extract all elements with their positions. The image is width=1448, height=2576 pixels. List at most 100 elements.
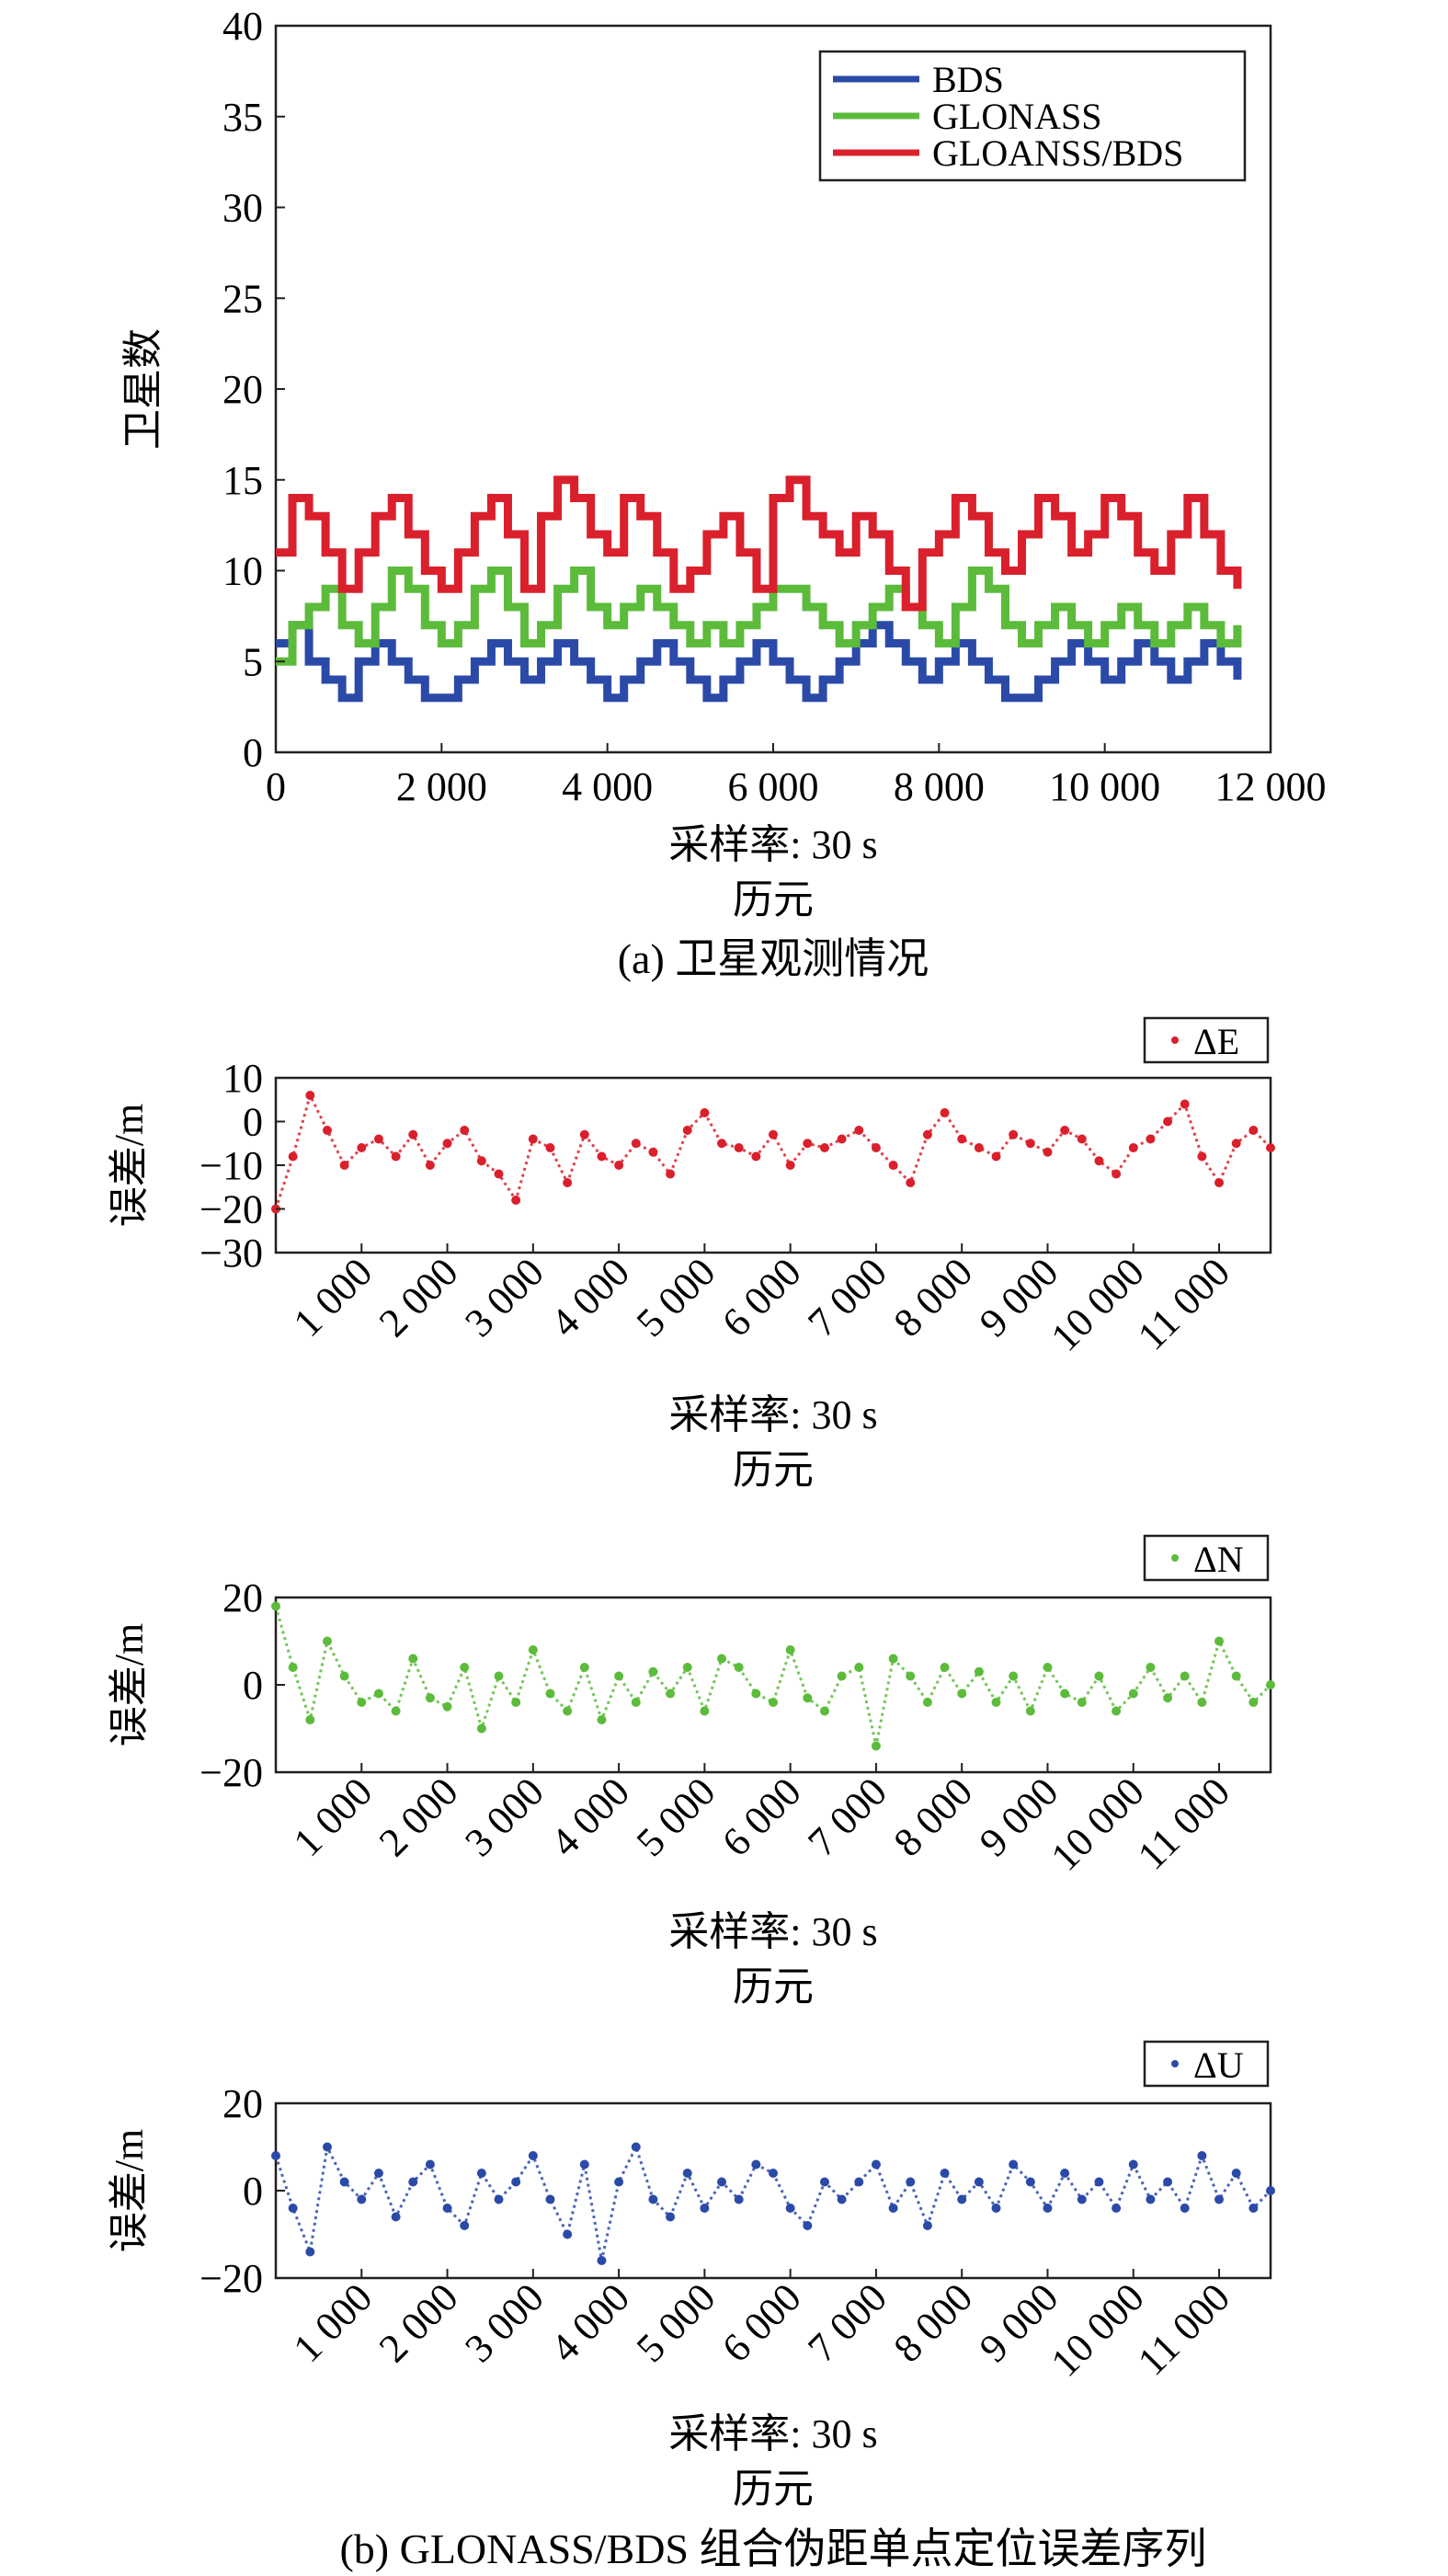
data-point <box>1266 1143 1275 1152</box>
x-tick-label: 4 000 <box>542 2274 639 2371</box>
x-tick-label: 3 000 <box>456 1249 553 1345</box>
data-point <box>734 1663 744 1672</box>
data-point <box>494 1671 504 1681</box>
data-point <box>1231 2169 1241 2178</box>
y-axis-label: 误差/m <box>107 1623 152 1746</box>
legend-label-bds: BDS <box>932 59 1004 100</box>
data-point <box>322 1126 332 1135</box>
x-axis-label-line2: 历元 <box>733 2467 814 2512</box>
axes-ticks: 0 5 10 15 20 25 30 35 40 0 2 000 4 000 6 000 8 000 10 … <box>222 4 1327 809</box>
data-point <box>305 1091 315 1100</box>
x-tick-label: 7 000 <box>799 1769 895 1865</box>
y-tick-label: 30 <box>222 186 263 231</box>
data-point <box>1077 1698 1087 1707</box>
y-tick-label: 5 <box>243 639 263 684</box>
legend: ΔE <box>1143 1016 1270 1064</box>
legend: ΔN <box>1143 1534 1270 1582</box>
data-point <box>305 1715 315 1724</box>
data-point <box>322 1636 332 1646</box>
x-tick-label: 8 000 <box>885 2274 982 2371</box>
legend-label-de: ΔE <box>1193 1021 1239 1062</box>
data-point <box>940 1663 950 1672</box>
data-point <box>408 1129 418 1139</box>
x-tick-label: 6 000 <box>713 2274 810 2371</box>
plot-frame <box>274 1596 1272 1774</box>
x-tick-label: 1 000 <box>285 1769 382 1865</box>
x-axis-label-line1: 采样率: 30 s <box>668 1392 877 1437</box>
x-axis-label-line1: 采样率: 30 s <box>668 822 877 867</box>
legend-label-combined: GLOANSS/BDS <box>932 132 1183 174</box>
x-axis-label-line1: 采样率: 30 s <box>668 2411 877 2456</box>
x-tick-label: 11 000 <box>1129 1769 1238 1878</box>
data-point <box>648 1666 658 1677</box>
legend-marker <box>1171 2060 1179 2067</box>
legend-marker <box>1171 1554 1179 1562</box>
series-group <box>271 2142 1275 2265</box>
panel-a-caption: (a) 卫星观测情况 <box>618 935 929 982</box>
legend-box <box>1143 2040 1270 2088</box>
data-point <box>974 1666 984 1677</box>
series-group <box>271 1091 1275 1214</box>
x-tick-label: 11 000 <box>1129 2274 1238 2384</box>
x-tick-label: 2 000 <box>371 1769 467 1865</box>
data-point <box>974 1143 984 1152</box>
data-point <box>1060 1689 1070 1699</box>
data-point <box>717 1654 727 1664</box>
y-tick-label: 20 <box>222 1575 263 1620</box>
x-tick-label: 10 000 <box>1049 764 1160 809</box>
y-tick-label: −20 <box>200 1187 263 1232</box>
x-axis-label-line2: 历元 <box>733 877 814 922</box>
data-point <box>339 1671 349 1681</box>
series-trace <box>274 1606 1272 1746</box>
series-line-bds <box>276 621 1242 703</box>
series-line-gloanssbds <box>276 475 1242 612</box>
y-tick-label: −20 <box>200 2256 263 2301</box>
x-tick-label: 6 000 <box>713 1769 810 1865</box>
y-tick-label: 10 <box>222 1056 263 1101</box>
data-point <box>1025 1139 1035 1149</box>
x-tick-label: 10 000 <box>1043 2274 1153 2385</box>
x-tick-label: 5 000 <box>628 2274 724 2371</box>
data-point <box>288 1151 298 1162</box>
y-tick-label: 15 <box>222 458 263 503</box>
data-point <box>957 1134 967 1144</box>
data-point <box>373 1689 383 1699</box>
x-tick-label: 7 000 <box>799 2274 895 2371</box>
data-point <box>819 1706 829 1716</box>
x-tick-label: 6 000 <box>728 764 819 809</box>
y-tick-label: 10 <box>222 549 263 594</box>
y-axis-label: 卫星数 <box>120 328 165 450</box>
x-tick-label: 8 000 <box>894 764 985 809</box>
x-tick-label: 10 000 <box>1043 1769 1153 1879</box>
legend-label-dn: ΔN <box>1193 1539 1244 1580</box>
x-tick-label: 0 <box>266 764 286 809</box>
legend-box <box>1143 1534 1270 1582</box>
legend-marker <box>1171 1036 1179 1044</box>
y-axis-label: 误差/m <box>107 2129 152 2252</box>
x-tick-label: 4 000 <box>542 1769 639 1865</box>
x-tick-label: 1 000 <box>285 2274 382 2371</box>
data-point <box>906 1178 916 1187</box>
y-tick-label: 35 <box>222 95 263 140</box>
series-group <box>271 1601 1275 1751</box>
x-tick-label: 4 000 <box>562 764 653 809</box>
legend: BDS GLONASS GLOANSS/BDS <box>818 50 1247 182</box>
x-tick-label: 5 000 <box>628 1249 724 1345</box>
data-point <box>837 1671 847 1681</box>
series-trace <box>274 2142 1272 2261</box>
legend-label-glonass: GLONASS <box>932 96 1101 137</box>
x-axis-label-line2: 历元 <box>733 1448 814 1493</box>
x-tick-label: 7 000 <box>799 1249 895 1345</box>
x-tick-label: 12 000 <box>1215 764 1327 809</box>
x-tick-label: 4 000 <box>542 1249 639 1345</box>
y-tick-label: 0 <box>243 1100 263 1145</box>
legend-box <box>1143 1016 1270 1064</box>
y-tick-label: −30 <box>200 1231 263 1276</box>
y-tick-label: 20 <box>222 2081 263 2126</box>
data-point <box>563 1706 573 1716</box>
